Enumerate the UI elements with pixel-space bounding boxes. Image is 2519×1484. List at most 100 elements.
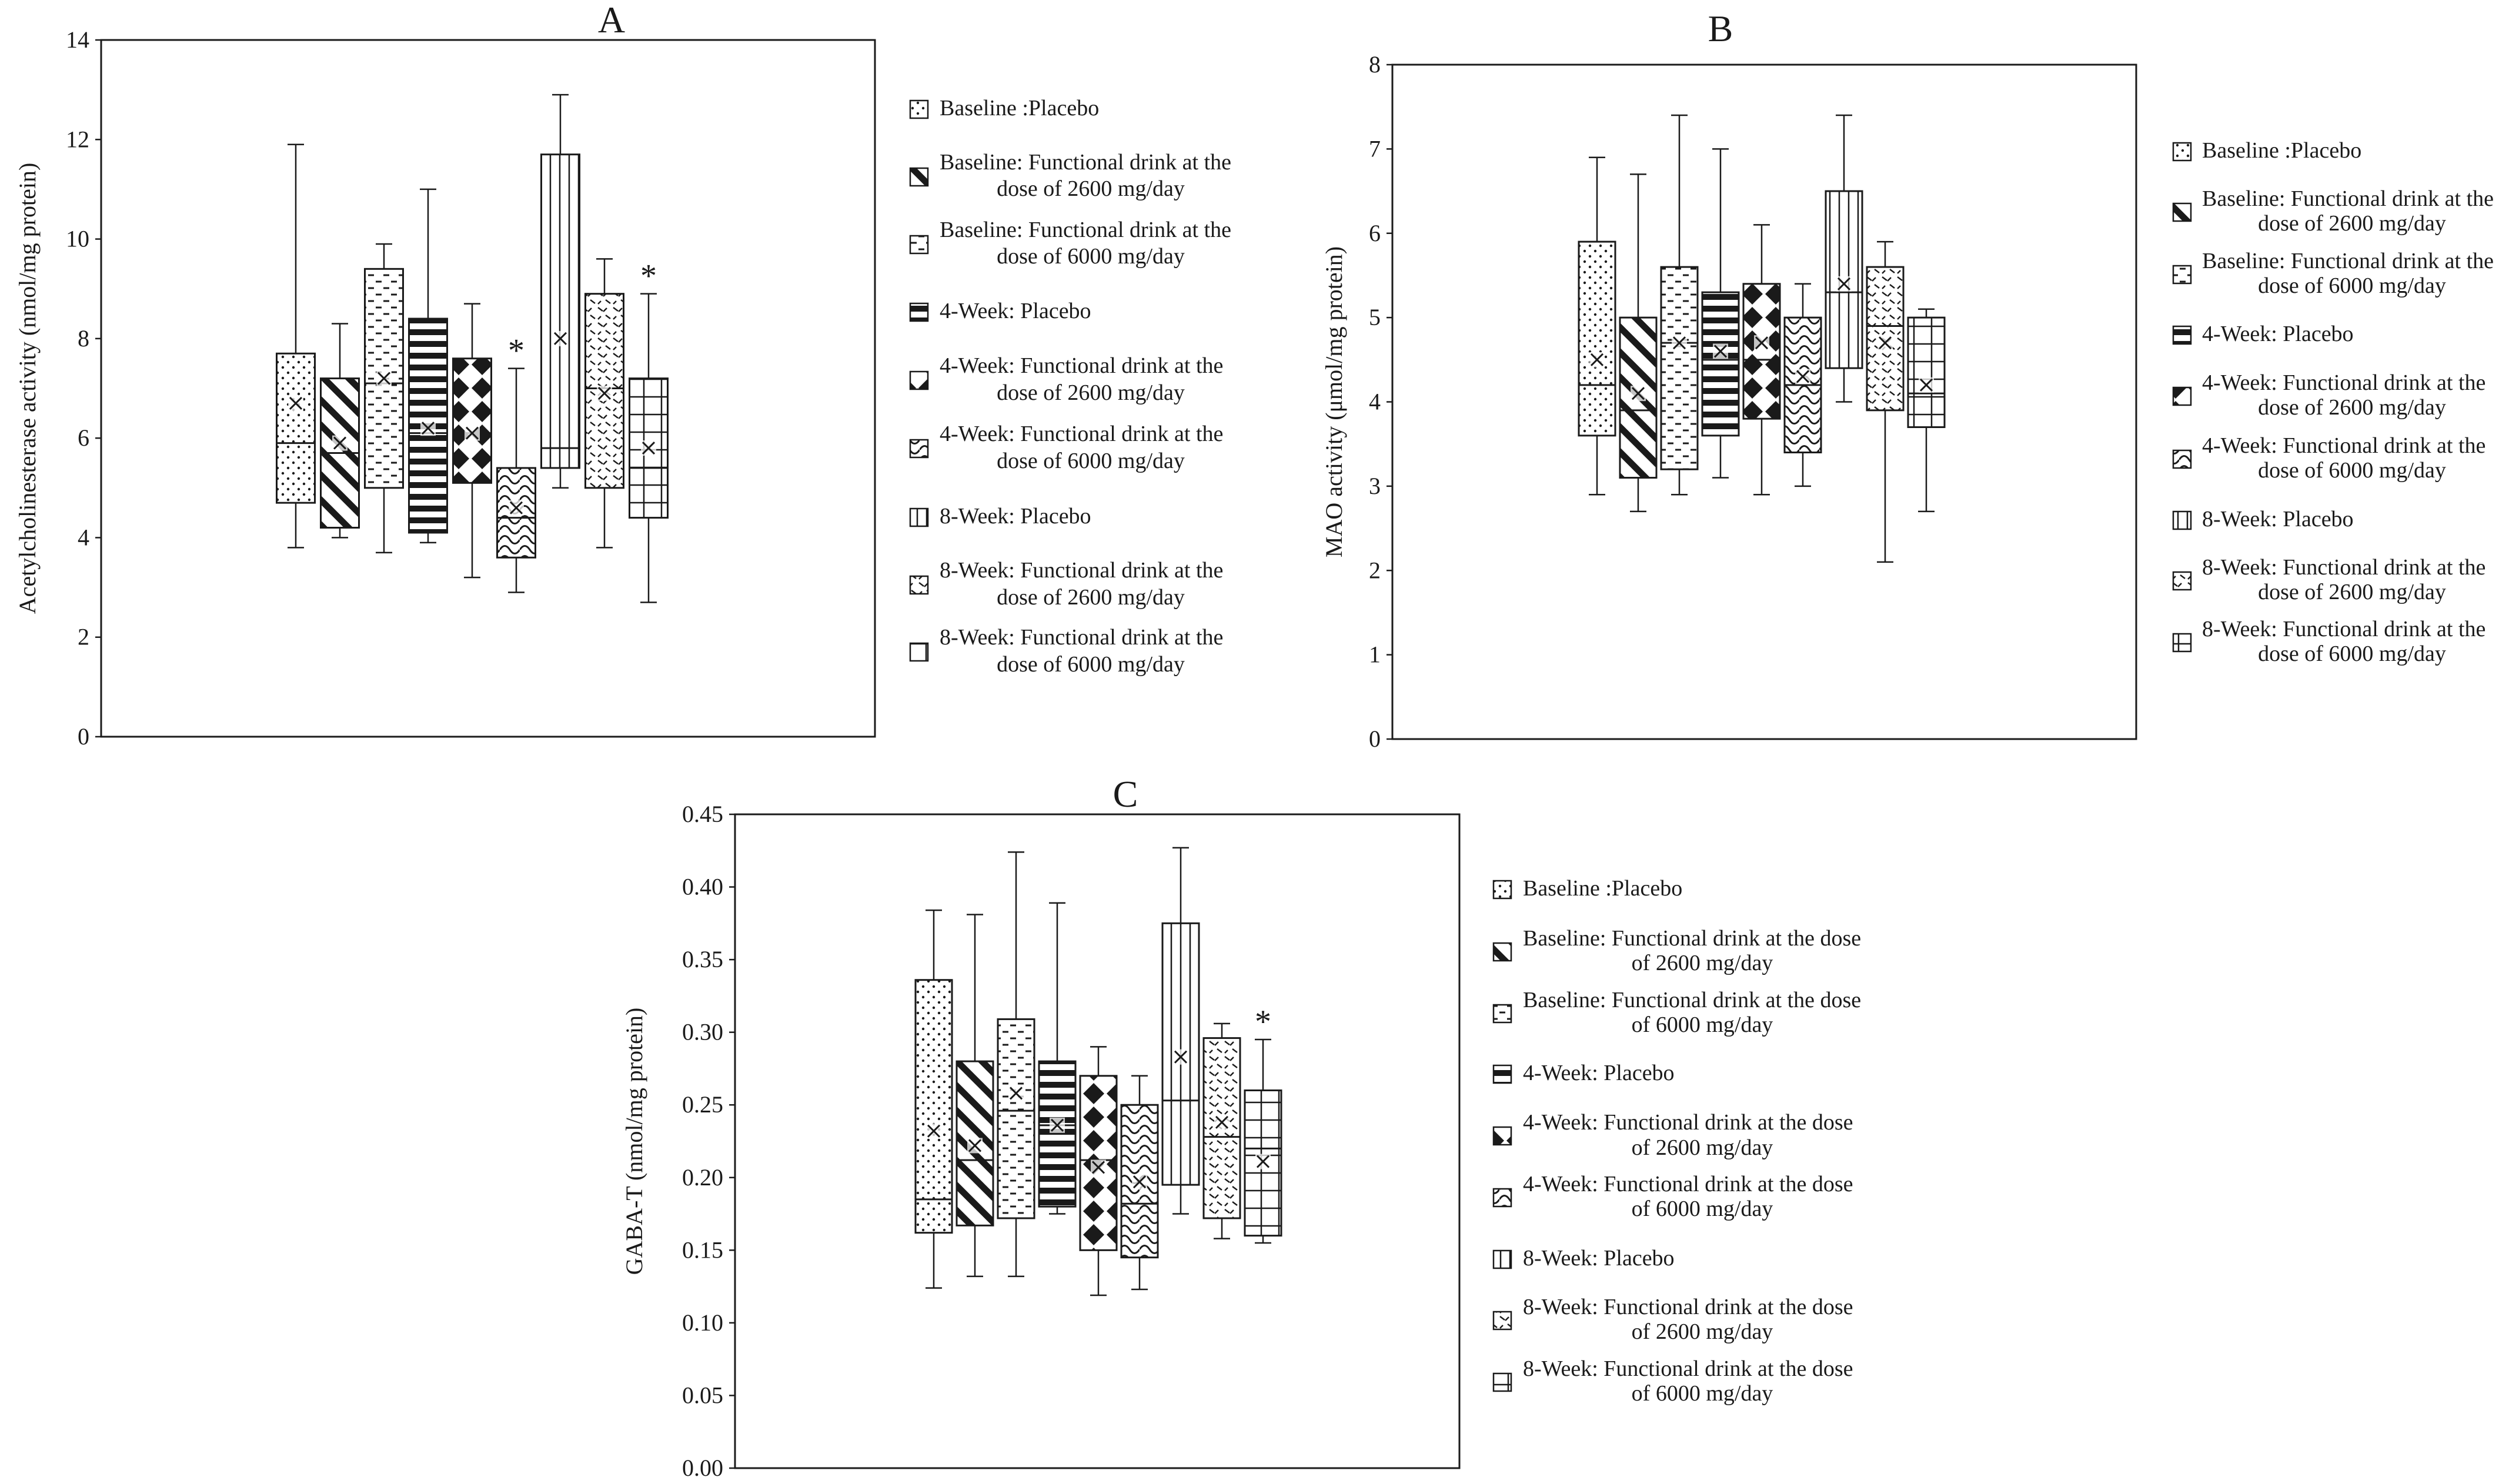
panel-title: A [598, 0, 625, 41]
box-9 [1907, 308, 1946, 513]
y-tick-label: 14 [66, 26, 89, 53]
legend-label: 8-Week: Functional drink at the dose [1523, 1356, 1853, 1381]
box-6 [1120, 1075, 1159, 1291]
legend-item-6: 4-Week: Functional drink at the dose of 6… [909, 422, 1223, 473]
legend-label: Baseline :Placebo [1523, 876, 1682, 901]
mean-marker [1215, 1115, 1229, 1129]
y-tick-label: 0.40 [682, 874, 723, 900]
box-5 [1079, 1046, 1118, 1296]
legend-label: 8-Week: Functional drink at the dose [1523, 1295, 1853, 1319]
y-tick-label: 0.45 [682, 801, 723, 827]
significance-star: * [508, 333, 524, 369]
legend-label: 8-Week: Functional drink at the [2202, 555, 2485, 580]
box-7 [540, 93, 580, 489]
y-tick-label: 0.00 [682, 1455, 723, 1481]
legend-label: 4-Week: Functional drink at the [940, 353, 1223, 378]
box-1 [1578, 156, 1616, 496]
legend-label: 4-Week: Placebo [940, 299, 1091, 323]
legend-label: 4-Week: Functional drink at the [2202, 370, 2485, 395]
mean-marker [1919, 378, 1933, 392]
box-2 [956, 914, 994, 1278]
legend-swatch [909, 302, 929, 322]
mean-marker [333, 436, 347, 450]
legend-swatch [2172, 571, 2192, 591]
mean-marker [1878, 336, 1892, 350]
y-tick-label: 2 [1369, 557, 1381, 583]
box-body [540, 153, 580, 469]
panel-title: C [1113, 773, 1138, 815]
legend-swatch [909, 642, 929, 662]
legend-label: dose of 2600 mg/day [997, 585, 1185, 610]
y-tick-label: 4 [1369, 389, 1381, 415]
y-tick-label: 0.35 [682, 946, 723, 972]
box-8 [1866, 240, 1905, 563]
mean-marker [642, 442, 656, 455]
legend-label: 4-Week: Placebo [1523, 1061, 1675, 1085]
box-3 [997, 851, 1035, 1278]
mean-marker [1050, 1118, 1064, 1132]
legend-swatch [2172, 325, 2192, 345]
y-tick-label: 5 [1369, 304, 1381, 330]
mean-marker [1590, 353, 1604, 366]
mean-marker [1256, 1155, 1270, 1168]
legend-label: dose of 2600 mg/day [2258, 395, 2446, 420]
legend-swatch [2172, 142, 2192, 162]
legend-label: dose of 2600 mg/day [997, 380, 1185, 405]
legend-label: Baseline: Functional drink at the [2202, 249, 2494, 273]
box-7 [1825, 114, 1863, 403]
legend-item-1: Baseline :Placebo [1492, 876, 1682, 901]
legend-swatch [2172, 510, 2192, 530]
y-tick-label: 0.10 [682, 1309, 723, 1336]
box-body [1701, 291, 1740, 437]
legend-swatch [2172, 633, 2192, 653]
mean-marker [289, 396, 303, 410]
legend-label: Baseline: Functional drink at the [2202, 186, 2494, 211]
legend-swatch [1492, 1126, 1512, 1146]
y-axis-label: Acetylcholinesterase activity (nmol/mg p… [14, 163, 41, 614]
box-5 [1742, 224, 1781, 496]
legend-label: 4-Week: Functional drink at the [940, 422, 1223, 446]
legend-swatch [2172, 265, 2192, 285]
y-tick-label: 0.15 [682, 1236, 723, 1263]
y-axis-label: MAO activity (μmol/mg protein) [1321, 246, 1347, 557]
mean-marker [1672, 336, 1686, 350]
y-axis-label: GABA-T (nmol/mg protein) [621, 1008, 647, 1275]
legend-label: of 6000 mg/day [1632, 1196, 1773, 1221]
box-1 [276, 143, 316, 549]
box-body [1038, 1060, 1077, 1208]
plot-frame [734, 813, 1461, 1469]
legend-swatch [909, 575, 929, 595]
legend-label: dose of 6000 mg/day [2258, 273, 2446, 298]
legend-item-2: Baseline: Functional drink at the doseof… [1492, 926, 1861, 975]
box-3 [1660, 114, 1699, 496]
mean-marker [927, 1124, 941, 1138]
panel-c: C 0.00 0.05 0.10 0.15 0.20 0.25 0.30 0.35 0.40 0.4… [621, 773, 1861, 1481]
legend-item-4: 4-Week: Placebo [2172, 322, 2354, 346]
y-tick-label: 12 [66, 126, 89, 152]
mean-marker [1091, 1161, 1105, 1174]
legend-swatch [909, 167, 929, 187]
legend-item-7: 8-Week: Placebo [909, 504, 1091, 529]
legend-label: dose of 2600 mg/day [2258, 580, 2446, 604]
legend-label: dose of 6000 mg/day [997, 449, 1185, 473]
legend-swatch [1492, 880, 1512, 900]
box-8 [1202, 1022, 1241, 1239]
y-tick-label: 2 [78, 624, 89, 650]
y-tick-label: 4 [78, 524, 89, 550]
mean-marker [1009, 1087, 1023, 1100]
box-2 [1619, 173, 1658, 513]
plot-frame [100, 39, 876, 738]
box-body [1660, 266, 1699, 470]
box-body [1578, 240, 1616, 437]
legend-item-3: Baseline: Functional drink at the doseof… [1492, 988, 1861, 1037]
legend-label: dose of 6000 mg/day [997, 244, 1185, 269]
panel-b: B 0 1 2 3 4 5 6 7 8 MAO activity (μmol/mg protein)… [1321, 8, 2494, 752]
legend-label: of 2600 mg/day [1632, 951, 1773, 975]
